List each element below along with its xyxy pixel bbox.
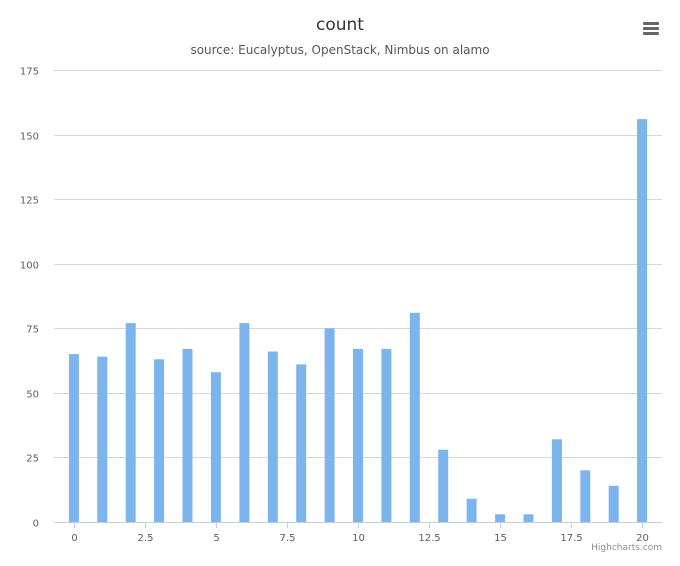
- bar[interactable]: [381, 348, 392, 522]
- bar[interactable]: [154, 359, 165, 522]
- y-axis-labels: 0 25 50 75 100 125 150 175: [20, 67, 39, 530]
- bar[interactable]: [324, 328, 335, 522]
- y-tick-label: 50: [26, 390, 39, 401]
- bar[interactable]: [523, 514, 534, 522]
- x-tick-label: 12.5: [418, 533, 440, 544]
- bar[interactable]: [68, 354, 79, 522]
- bar[interactable]: [267, 351, 278, 523]
- x-tick-label: 0: [71, 533, 77, 544]
- x-tick-label: 7.5: [280, 533, 296, 544]
- bar[interactable]: [182, 348, 193, 522]
- bar[interactable]: [580, 470, 591, 522]
- chart-subtitle: source: Eucalyptus, OpenStack, Nimbus on…: [190, 43, 490, 57]
- y-tick-label: 25: [26, 454, 39, 465]
- y-tick-label: 125: [20, 196, 39, 207]
- x-tick-label: 15: [494, 533, 507, 544]
- bar[interactable]: [210, 372, 221, 522]
- bar[interactable]: [608, 485, 619, 522]
- bar[interactable]: [438, 449, 449, 522]
- credits-link[interactable]: Highcharts.com: [591, 543, 662, 553]
- x-tick-label: 2.5: [138, 533, 154, 544]
- bar[interactable]: [637, 119, 648, 522]
- x-tick-label: 5: [213, 533, 219, 544]
- y-tick-label: 100: [20, 261, 39, 272]
- y-tick-label: 75: [26, 325, 39, 336]
- x-tick-label: 17.5: [560, 533, 582, 544]
- bar[interactable]: [495, 514, 506, 522]
- bar[interactable]: [97, 356, 108, 522]
- bar-series: [68, 119, 648, 523]
- x-tick-label: 20: [636, 533, 649, 544]
- x-tick-label: 10: [352, 533, 365, 544]
- bar[interactable]: [466, 498, 477, 522]
- x-axis-labels: 0 2.5 5 7.5 10 12.5 15 17.5 20: [71, 523, 649, 544]
- bar[interactable]: [125, 323, 136, 522]
- bar[interactable]: [296, 364, 307, 522]
- context-menu-button[interactable]: [636, 16, 666, 42]
- bar[interactable]: [353, 348, 363, 522]
- bar[interactable]: [239, 323, 250, 522]
- bar[interactable]: [551, 439, 562, 522]
- chart-title: count: [316, 15, 364, 35]
- y-tick-label: 150: [20, 132, 39, 143]
- bar[interactable]: [409, 312, 420, 522]
- y-tick-label: 0: [33, 519, 39, 530]
- y-tick-label: 175: [20, 67, 39, 78]
